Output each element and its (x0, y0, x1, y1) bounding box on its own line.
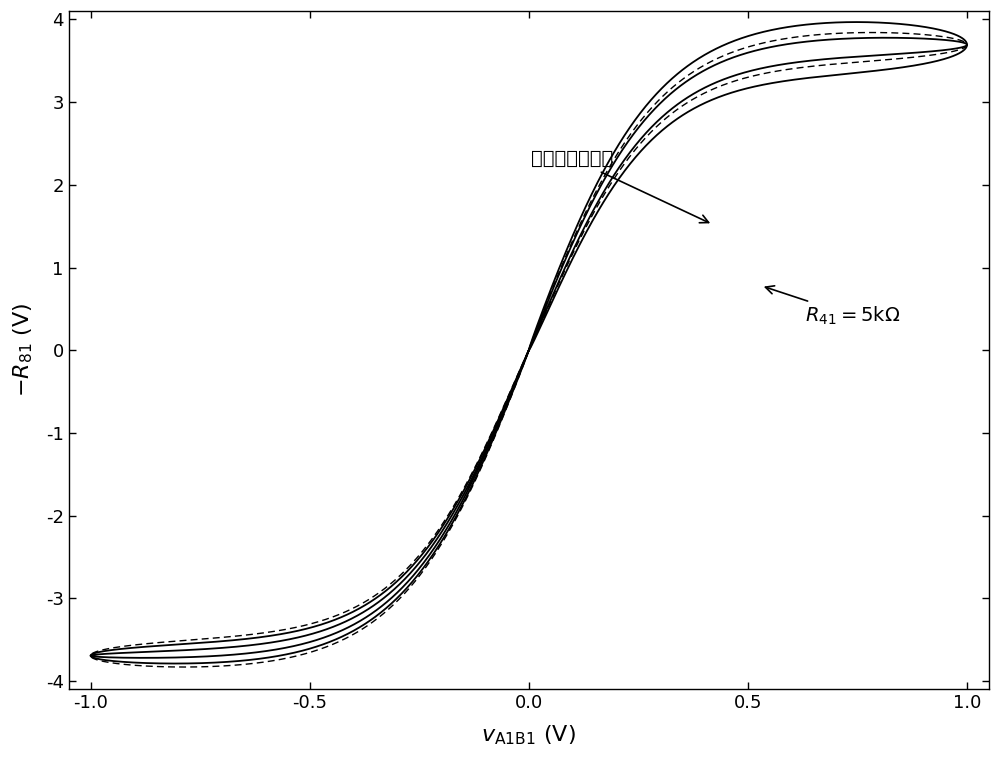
X-axis label: $v_\mathrm{A1B1}\ \mathrm{(V)}$: $v_\mathrm{A1B1}\ \mathrm{(V)}$ (481, 723, 576, 747)
Text: 未接入耦合电阻: 未接入耦合电阻 (531, 149, 709, 223)
Y-axis label: $-R_{81}$ (V): $-R_{81}$ (V) (11, 303, 35, 397)
Text: $R_{41}=5\mathrm{k}\Omega$: $R_{41}=5\mathrm{k}\Omega$ (765, 286, 900, 327)
